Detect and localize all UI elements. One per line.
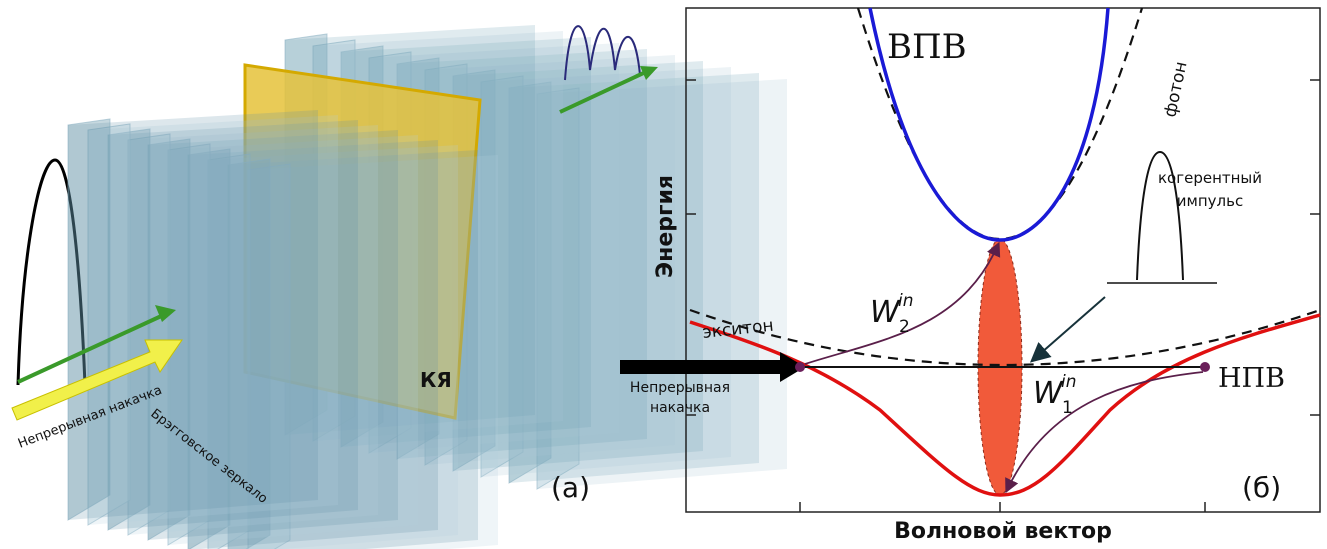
upper-branch-label: ВПВ: [887, 27, 967, 67]
pump-label: Непрерывная: [630, 380, 730, 396]
w2-symbol: W: [870, 295, 901, 330]
w2-label: W 2 in: [870, 291, 914, 337]
w2-subscript: 2: [899, 317, 910, 337]
panel-label: (а): [551, 471, 590, 504]
w1-superscript: in: [1061, 372, 1077, 392]
qw-label: КЯ: [420, 368, 452, 392]
y-axis-label: Энергия: [653, 175, 678, 278]
pump-point: [1200, 362, 1210, 372]
w1-label: W 1 in: [1033, 372, 1077, 418]
w2-superscript: in: [898, 291, 914, 311]
panel-a: [12, 25, 787, 549]
pulse-label: импульс: [1177, 192, 1243, 210]
w1-subscript: 1: [1062, 398, 1073, 418]
figure: (а) Непрерывная накачка Брэгговское зерк…: [0, 0, 1327, 549]
photon-label: фотон: [1160, 60, 1191, 119]
pump-point: [795, 362, 805, 372]
pulse-label: когерентный: [1158, 169, 1262, 187]
front-mirror-layer-face: [68, 110, 318, 520]
w1-symbol: W: [1033, 376, 1064, 411]
lower-branch-label: НПВ: [1218, 363, 1285, 394]
panel-label: (б): [1242, 471, 1281, 504]
x-axis-label: Волновой вектор: [894, 519, 1112, 544]
pulse-arrow: [1033, 297, 1105, 360]
pump-label: накачка: [650, 400, 710, 416]
